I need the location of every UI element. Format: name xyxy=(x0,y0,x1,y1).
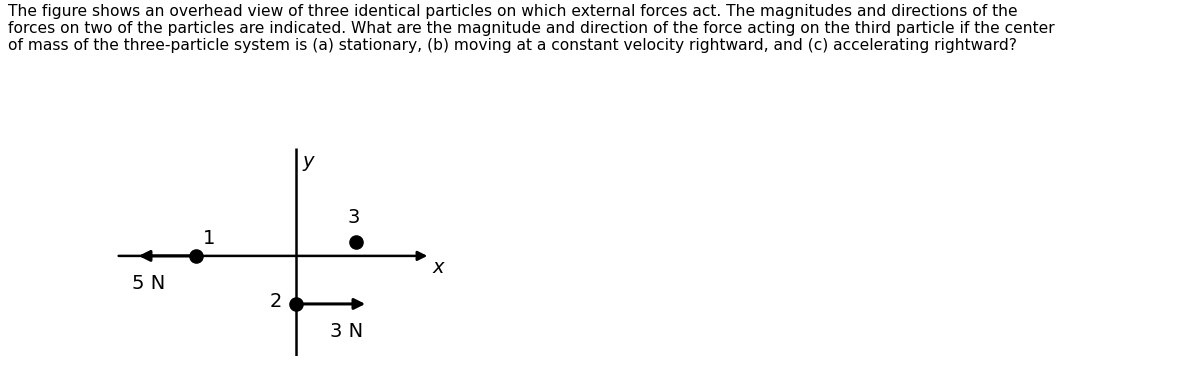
Point xyxy=(287,301,306,307)
Text: The figure shows an overhead view of three identical particles on which external: The figure shows an overhead view of thr… xyxy=(8,4,1055,54)
Text: 3: 3 xyxy=(348,208,360,227)
Text: 5 N: 5 N xyxy=(132,274,166,293)
Text: 1: 1 xyxy=(203,229,216,248)
Point xyxy=(347,239,366,245)
Text: y: y xyxy=(302,152,313,171)
Text: 3 N: 3 N xyxy=(330,322,364,341)
Text: x: x xyxy=(432,258,444,277)
Text: 2: 2 xyxy=(270,292,282,312)
Point xyxy=(186,253,205,259)
